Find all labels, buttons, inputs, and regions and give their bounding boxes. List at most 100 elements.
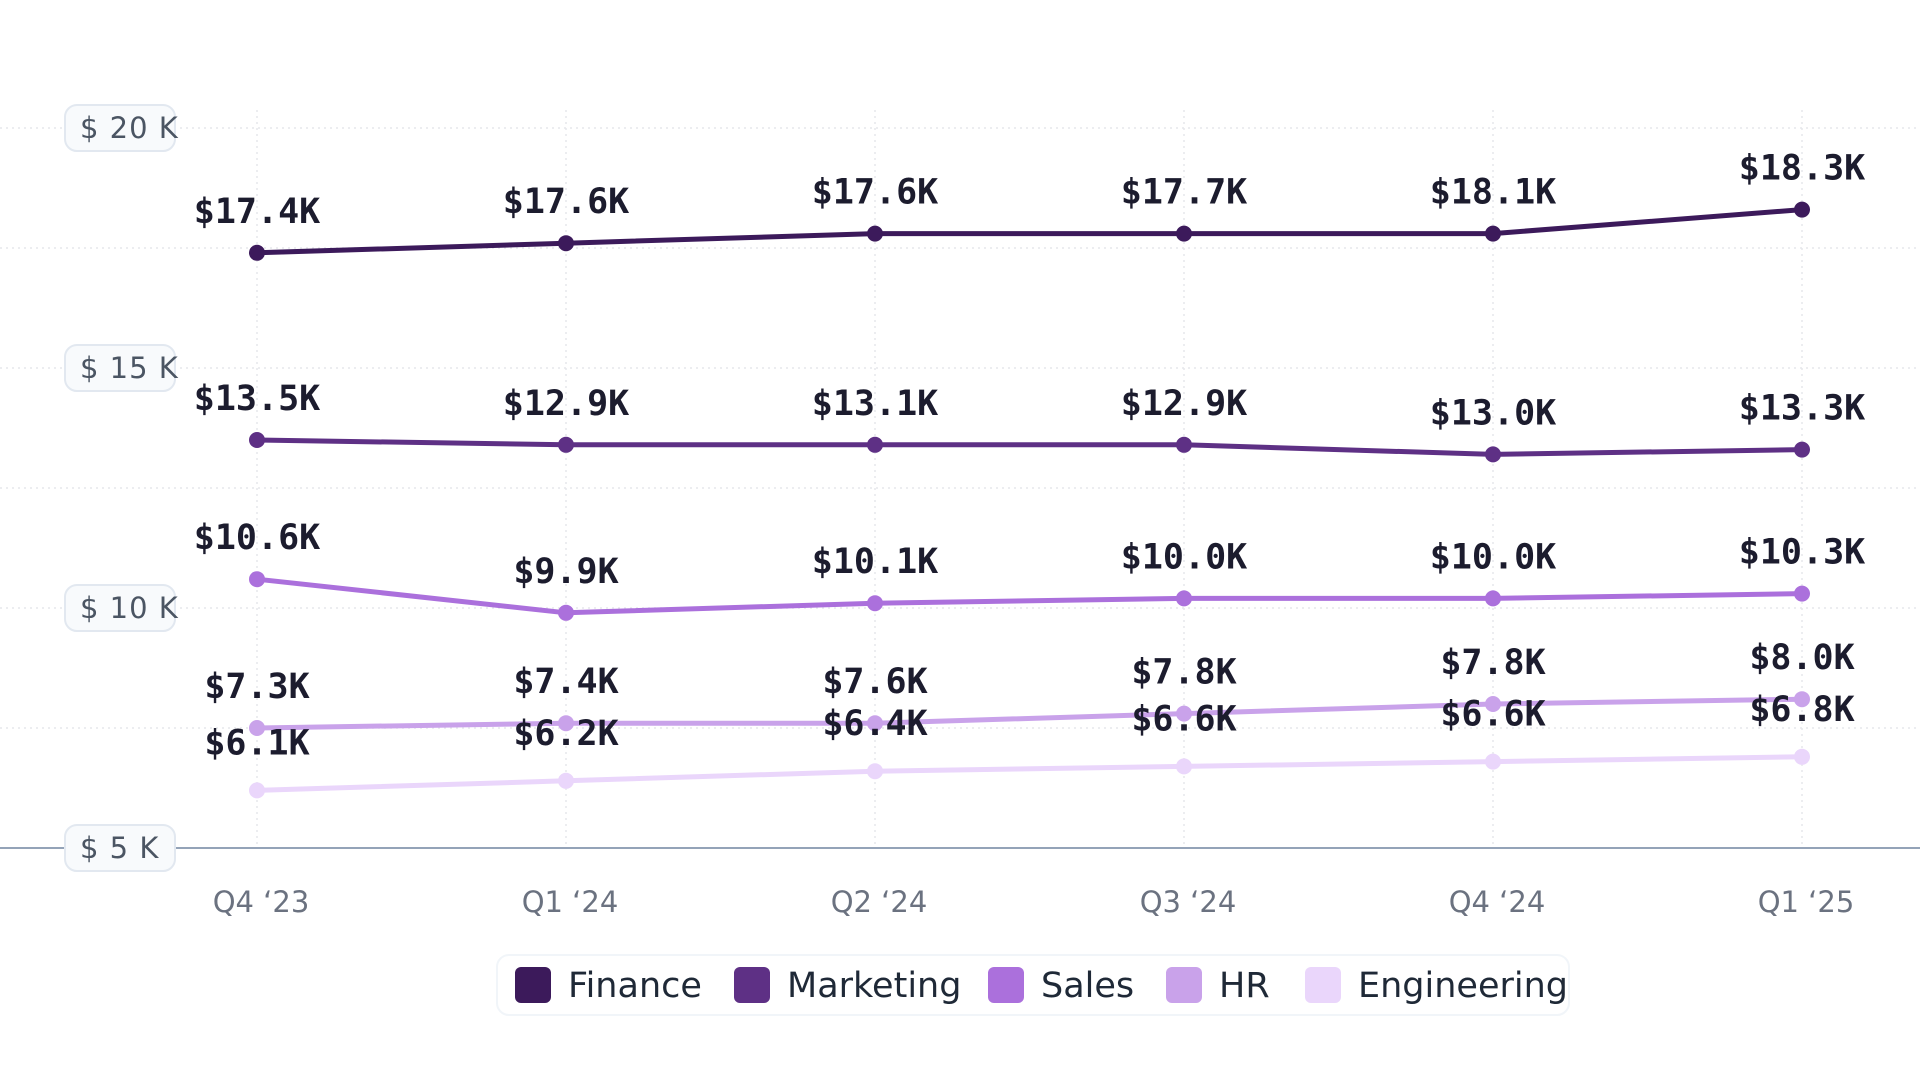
series-marketing bbox=[249, 432, 1810, 463]
data-point bbox=[1794, 201, 1810, 218]
data-point bbox=[1485, 590, 1501, 607]
y-tick-label: $ 10 K bbox=[80, 591, 179, 625]
data-point bbox=[1176, 758, 1192, 775]
data-label: $9.9K bbox=[513, 552, 618, 592]
data-label: $17.6K bbox=[812, 173, 938, 213]
data-point bbox=[1794, 748, 1810, 765]
data-point bbox=[1176, 590, 1192, 607]
data-label: $7.8K bbox=[1131, 653, 1236, 693]
data-point bbox=[249, 782, 265, 799]
y-tick-label: $ 5 K bbox=[80, 831, 159, 865]
data-point bbox=[1176, 225, 1192, 242]
data-label: $17.4K bbox=[194, 192, 320, 232]
legend-item-label[interactable]: Sales bbox=[1041, 966, 1134, 1006]
data-point bbox=[1485, 446, 1501, 463]
data-point bbox=[558, 715, 574, 732]
data-point bbox=[249, 244, 265, 261]
data-point bbox=[249, 432, 265, 448]
data-label: $17.6K bbox=[503, 182, 629, 222]
legend-item-label[interactable]: HR bbox=[1219, 966, 1270, 1006]
x-tick-label: Q1 ‘24 bbox=[522, 885, 619, 919]
legend-swatch bbox=[1166, 967, 1202, 1003]
data-point bbox=[558, 436, 574, 453]
x-tick-label: Q4 ‘24 bbox=[1449, 885, 1546, 919]
data-point bbox=[1794, 585, 1810, 602]
legend: Finance Marketing Sales HR Engineering bbox=[496, 954, 1570, 1016]
series-lines bbox=[249, 201, 1810, 799]
data-label: $7.8K bbox=[1440, 643, 1545, 683]
data-label: $12.9K bbox=[503, 384, 629, 424]
legend-swatch bbox=[988, 967, 1024, 1003]
data-label: $13.3K bbox=[1739, 389, 1865, 429]
data-labels: $17.4K $17.6K $17.6K $17.7K $18.1K $18.3K $13.… bbox=[194, 149, 1865, 764]
series-hr bbox=[249, 691, 1810, 736]
data-label: $8.0K bbox=[1749, 638, 1854, 678]
data-label: $6.8K bbox=[1749, 690, 1854, 730]
series-line bbox=[254, 207, 1805, 256]
data-label: $6.6K bbox=[1440, 695, 1545, 735]
data-point bbox=[249, 571, 265, 588]
data-point bbox=[1176, 436, 1192, 453]
data-label: $13.5K bbox=[194, 379, 320, 419]
y-tick-badge bbox=[64, 824, 176, 872]
data-label: $10.3K bbox=[1739, 533, 1865, 573]
data-label: $10.1K bbox=[812, 542, 938, 582]
data-point bbox=[1485, 696, 1501, 712]
data-point bbox=[558, 772, 574, 789]
x-tick-label: Q3 ‘24 bbox=[1140, 885, 1237, 919]
grid-lines bbox=[0, 110, 1920, 848]
legend-swatch bbox=[734, 967, 770, 1003]
data-label: $6.6K bbox=[1131, 699, 1236, 739]
data-label: $18.3K bbox=[1739, 149, 1865, 189]
y-tick-badge bbox=[64, 344, 176, 392]
data-point bbox=[249, 720, 265, 736]
x-tick-label: Q1 ‘25 bbox=[1758, 885, 1855, 919]
legend-swatch bbox=[515, 967, 551, 1003]
x-tick-label: Q2 ‘24 bbox=[831, 885, 928, 919]
data-label: $6.1K bbox=[204, 723, 309, 763]
data-label: $7.6K bbox=[822, 662, 927, 702]
series-line bbox=[254, 437, 1805, 457]
data-label: $6.2K bbox=[513, 714, 618, 754]
series-line bbox=[254, 696, 1805, 731]
y-tick-label: $ 15 K bbox=[80, 351, 179, 385]
data-label: $10.6K bbox=[194, 518, 320, 558]
data-label: $10.0K bbox=[1430, 537, 1556, 577]
data-point bbox=[558, 604, 574, 621]
data-point bbox=[867, 595, 883, 612]
legend-item-label[interactable]: Finance bbox=[568, 966, 702, 1006]
series-line bbox=[254, 576, 1805, 616]
data-point bbox=[1794, 441, 1810, 458]
data-point bbox=[1794, 691, 1810, 708]
data-label: $10.0K bbox=[1121, 537, 1247, 577]
data-point bbox=[1176, 705, 1192, 722]
data-point bbox=[1485, 225, 1501, 242]
legend-item-label[interactable]: Marketing bbox=[787, 966, 961, 1006]
data-label: $18.1K bbox=[1430, 173, 1556, 213]
data-point bbox=[867, 715, 883, 732]
data-point bbox=[558, 235, 574, 252]
data-label: $6.4K bbox=[822, 704, 927, 744]
data-label: $7.3K bbox=[204, 667, 309, 707]
y-tick-badge bbox=[64, 584, 176, 632]
series-line bbox=[254, 754, 1805, 793]
data-point bbox=[867, 763, 883, 780]
data-label: $13.1K bbox=[812, 384, 938, 424]
series-sales bbox=[249, 571, 1810, 621]
y-tick-label: $ 20 K bbox=[80, 111, 179, 145]
axes: $ 20 K $ 15 K $ 10 K $ 5 K Q4 ‘23 Q1 ‘24 Q2 ‘2… bbox=[0, 104, 1920, 919]
data-label: $12.9K bbox=[1121, 384, 1247, 424]
data-point bbox=[867, 225, 883, 242]
data-label: $17.7K bbox=[1121, 173, 1247, 213]
legend-swatch bbox=[1305, 967, 1341, 1003]
y-tick-badge bbox=[64, 104, 176, 152]
data-label: $7.4K bbox=[513, 662, 618, 702]
legend-item-label[interactable]: Engineering bbox=[1358, 966, 1568, 1006]
data-point bbox=[1485, 753, 1501, 770]
data-label: $13.0K bbox=[1430, 393, 1556, 433]
series-engineering bbox=[249, 748, 1810, 799]
series-finance bbox=[249, 201, 1810, 261]
data-point bbox=[867, 436, 883, 453]
